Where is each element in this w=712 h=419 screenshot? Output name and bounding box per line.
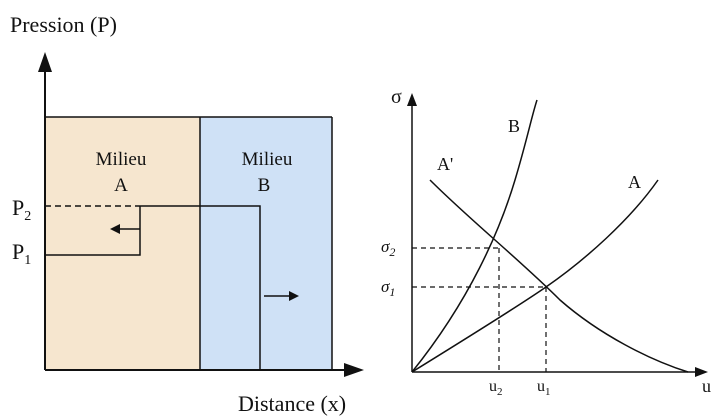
u1-label: u1 xyxy=(537,378,551,398)
medium-b-region xyxy=(200,117,332,370)
curve-a-prime xyxy=(429,179,689,373)
pressure-axis-label: Pression (P) xyxy=(10,12,117,37)
medium-a-label-line1: Milieu xyxy=(96,149,147,170)
curve-b xyxy=(411,99,538,373)
medium-b-label-line2: B xyxy=(258,175,271,196)
curve-b-label: B xyxy=(508,116,520,136)
pressure-diagram: Pression (P) Distance (x) Milieu A Milie… xyxy=(10,12,364,416)
pressure-axis-arrowhead xyxy=(38,52,52,72)
medium-a-label-line2: A xyxy=(114,175,128,196)
u2-label: u2 xyxy=(489,378,503,398)
p2-label: P2 xyxy=(12,195,31,224)
medium-b-label-line1: Milieu xyxy=(242,149,293,170)
distance-axis-label: Distance (x) xyxy=(238,391,346,416)
distance-axis-arrowhead xyxy=(344,363,364,377)
transmitted-pulse xyxy=(140,205,261,370)
sigma-axis-label: σ xyxy=(391,86,402,108)
sigma2-label: σ2 xyxy=(381,237,395,259)
impedance-diagram: σ u A' B A σ2 σ1 u2 u1 xyxy=(381,86,711,398)
u-axis-arrowhead xyxy=(695,367,708,377)
reflected-pulse xyxy=(45,206,141,256)
sigma1-label: σ1 xyxy=(381,277,395,299)
p1-label: P1 xyxy=(12,239,31,268)
medium-a-region xyxy=(45,117,200,370)
sigma-axis-arrowhead xyxy=(407,93,417,106)
curve-a-label: A xyxy=(628,172,641,192)
u-axis-label: u xyxy=(702,376,711,396)
curve-a-prime-label: A' xyxy=(437,154,453,174)
